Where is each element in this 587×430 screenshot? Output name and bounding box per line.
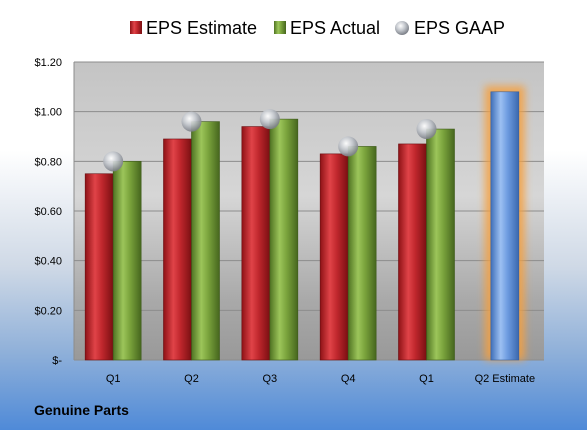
y-tick-label: $0.80 xyxy=(34,156,62,168)
x-category-label: Q3 xyxy=(262,373,277,385)
marker-eps-gaap xyxy=(181,111,202,132)
x-category-label: Q1 xyxy=(106,373,121,385)
bar-eps-estimate xyxy=(490,91,520,361)
bar-eps-estimate xyxy=(84,173,114,361)
y-tick-label: $1.20 xyxy=(34,57,62,69)
x-category-label: Q1 xyxy=(419,373,434,385)
legend-label-gaap: EPS GAAP xyxy=(414,18,505,38)
bar-eps-estimate xyxy=(241,126,271,361)
bar-eps-estimate xyxy=(398,143,427,361)
bar-eps-actual xyxy=(347,146,377,361)
bar-eps-actual xyxy=(426,128,455,361)
legend-item-eps-estimate: EPS Estimate xyxy=(130,18,257,38)
x-category-label: Q2 Estimate xyxy=(475,373,536,385)
bars xyxy=(84,85,525,361)
bar-eps-actual xyxy=(191,121,220,361)
legend-item-eps-gaap: EPS GAAP xyxy=(395,18,505,38)
y-axis-tick-labels: $- $0.20 $0.40 $0.60 $0.80 $1.00 $1.20 xyxy=(34,57,62,367)
bar-eps-actual xyxy=(112,161,142,361)
legend-label-estimate: EPS Estimate xyxy=(146,18,257,38)
marker-eps-gaap xyxy=(103,151,124,172)
bar-eps-estimate xyxy=(163,138,192,361)
x-category-label: Q4 xyxy=(341,373,356,385)
y-tick-label: $1.00 xyxy=(34,107,62,119)
bar-eps-estimate xyxy=(319,153,349,361)
gaap-markers xyxy=(103,109,437,172)
y-tick-label: $0.20 xyxy=(34,305,62,317)
marker-eps-gaap xyxy=(338,136,359,157)
marker-eps-gaap xyxy=(259,109,280,130)
legend-swatch-estimate xyxy=(130,21,142,34)
legend: EPS Estimate EPS Actual EPS GAAP xyxy=(130,18,505,38)
legend-swatch-actual xyxy=(274,21,286,34)
x-category-label: Q2 xyxy=(184,373,199,385)
marker-eps-gaap xyxy=(416,119,437,140)
y-tick-label: $- xyxy=(52,355,62,367)
x-axis-category-labels: Q1 Q2 Q3 Q4 Q1 Q2 Estimate xyxy=(106,373,535,385)
legend-swatch-gaap xyxy=(395,21,409,35)
company-name: Genuine Parts xyxy=(34,402,129,418)
legend-item-eps-actual: EPS Actual xyxy=(274,18,380,38)
legend-label-actual: EPS Actual xyxy=(290,18,380,38)
bar-eps-actual xyxy=(269,118,299,361)
gridlines xyxy=(73,61,544,361)
y-tick-label: $0.40 xyxy=(34,256,62,268)
y-tick-label: $0.60 xyxy=(34,206,62,218)
